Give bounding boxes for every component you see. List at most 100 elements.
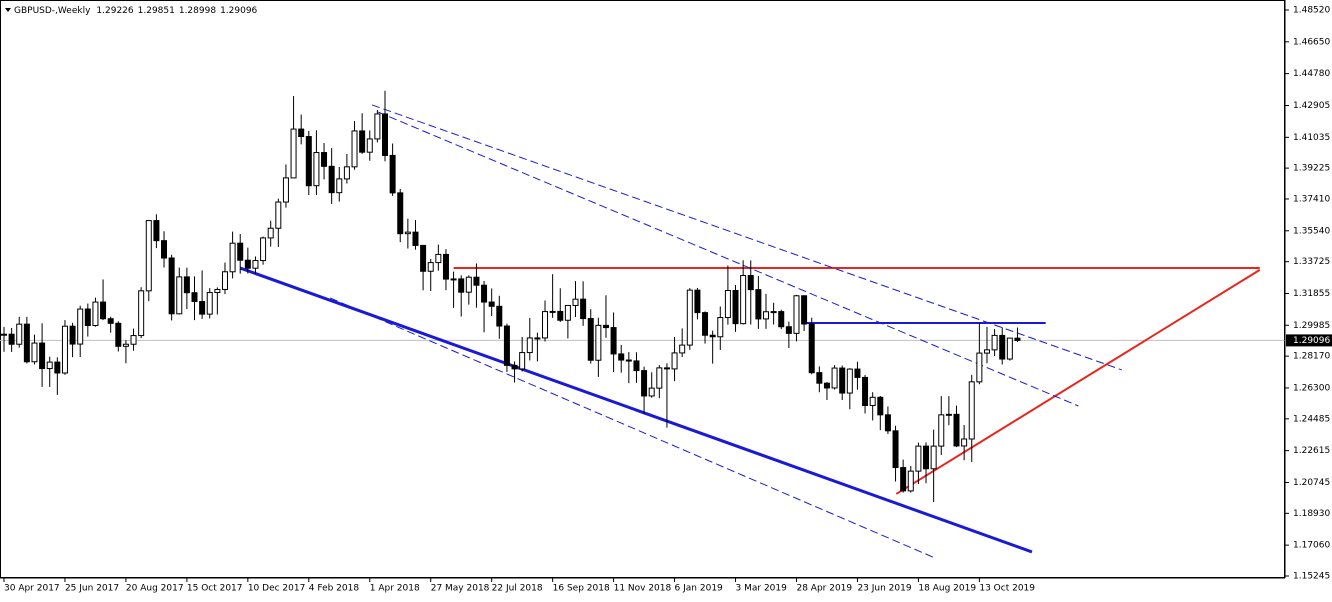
x-tick-label: 25 Jun 2017 [65,584,119,594]
candle-body [625,359,632,362]
candle-body [260,237,267,262]
symbol-title: GBPUSD-,Weekly [14,6,91,16]
candle-body [77,308,84,345]
x-tick-label: 4 Feb 2018 [309,584,360,594]
candle-body [869,396,876,406]
y-tick-label: 1.33725 [1293,257,1330,267]
candle-body [458,278,465,293]
candle-body [176,276,183,315]
trend-line [371,104,1123,371]
candle-body [801,295,808,325]
candle-body [854,368,861,378]
candle-body [39,342,46,370]
candle-body [328,165,335,194]
candle-body [999,334,1006,360]
y-tick-label: 1.46650 [1293,37,1330,47]
y-tick-label: 1.22615 [1293,446,1330,456]
candle-body [892,430,899,469]
candle-body [465,276,472,293]
candle-body [389,154,396,194]
candle-body [404,231,411,235]
candles [1,90,1021,503]
y-tick-label: 1.15245 [1293,572,1330,582]
x-tick-label: 11 Nov 2018 [614,584,672,594]
trend-line [329,297,936,559]
candle-body [709,334,716,338]
candle-body [839,367,846,394]
candle-body [237,242,244,261]
header: GBPUSD-,Weekly 1.29226 1.29851 1.28998 1.290… [14,6,258,16]
candle-body [298,128,305,138]
y-tick-label: 1.17060 [1293,541,1330,551]
candle-body [823,382,830,389]
x-tick-label: 20 Aug 2017 [126,584,184,594]
candle-body [938,414,945,447]
current-price-label: 1.29096 [1293,336,1330,346]
candle-body [572,298,579,306]
candle-body [107,318,114,324]
candle-body [145,220,152,292]
candle-body [54,361,61,374]
candle-body [496,305,503,327]
candle-body [427,262,434,272]
candle-body [961,438,968,447]
candle-body [100,301,107,320]
candle-body [16,323,23,345]
candle-body [671,352,678,370]
annotations [0,104,1285,559]
candle-body [656,367,663,389]
candle-body [214,288,221,294]
candle-body [808,323,815,374]
candle-body [862,376,869,406]
candle-body [229,242,236,273]
candle-body [717,317,724,338]
x-tick-label: 16 Sep 2018 [553,584,610,594]
candle-body [153,220,160,242]
candle-body [374,113,381,140]
candle-body [191,292,198,303]
candle-body [526,337,533,354]
candle-body [252,260,259,269]
candle-body [92,301,99,327]
candle-body [31,342,38,363]
candle-body [778,311,785,328]
candle-body [359,130,366,153]
x-tick-label: 18 Aug 2019 [918,584,976,594]
candle-body [877,396,884,416]
candle-body [1,333,7,336]
candle-body [221,271,228,290]
candle-body [1006,337,1013,360]
candle-body [161,240,168,259]
trend-line [895,269,1261,495]
candle-body [69,325,76,345]
header-open: 1.29226 [96,6,133,16]
plot-frame [0,0,1285,578]
candle-body [747,275,754,291]
candle-body [115,322,122,347]
header-high: 1.29851 [138,6,175,16]
candle-body [435,253,442,264]
candle-body [206,292,213,315]
candle-body [740,275,747,325]
x-tick-label: 30 Apr 2017 [4,584,60,594]
candle-body [130,335,137,345]
candle-body [694,289,701,314]
candle-body [138,290,145,337]
candle-body [542,311,549,339]
candle-body [976,352,983,383]
y-tick-label: 1.31855 [1293,289,1330,299]
candle-body [953,413,960,447]
candle-body [534,337,541,340]
x-tick-label: 10 Dec 2017 [248,584,306,594]
candle-body [641,370,648,397]
y-tick-label: 1.29985 [1293,321,1330,331]
header-icon [5,8,11,12]
candle-body [343,166,350,180]
candle-body [199,301,206,315]
x-tick-label: 22 Jul 2018 [492,584,543,594]
candle-body [313,152,320,187]
candle-body [724,289,731,319]
candle-body [473,276,480,286]
